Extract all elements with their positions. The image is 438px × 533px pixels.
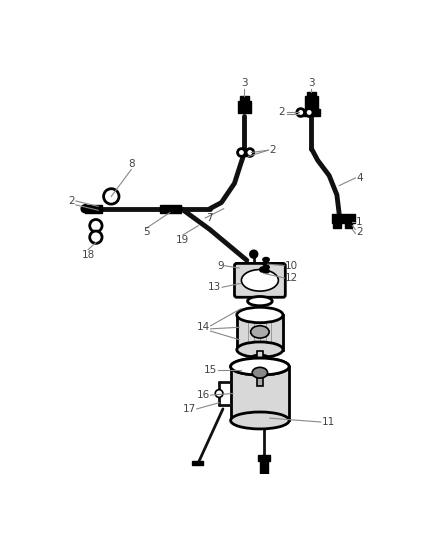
Text: 10: 10 (285, 261, 298, 271)
Bar (332, 214, 355, 223)
Text: 3: 3 (241, 78, 248, 88)
Circle shape (305, 109, 313, 116)
Circle shape (81, 205, 89, 213)
Text: 1: 1 (356, 217, 363, 227)
Ellipse shape (251, 355, 269, 363)
Text: 17: 17 (183, 404, 196, 414)
Circle shape (246, 149, 254, 156)
Bar (85, 205, 102, 213)
Text: 16: 16 (197, 390, 210, 400)
Bar (307, 92, 316, 98)
Ellipse shape (237, 342, 283, 357)
Text: 18: 18 (81, 250, 95, 260)
Ellipse shape (247, 296, 272, 306)
Bar (333, 223, 341, 228)
Ellipse shape (231, 358, 289, 375)
Text: 8: 8 (128, 159, 134, 169)
Text: 2: 2 (279, 107, 285, 117)
Text: 7: 7 (206, 213, 212, 223)
Bar (239, 149, 250, 156)
Ellipse shape (263, 257, 269, 262)
Ellipse shape (241, 270, 279, 291)
Bar (160, 205, 181, 213)
Bar (237, 101, 251, 113)
Ellipse shape (263, 265, 269, 269)
Ellipse shape (263, 262, 269, 265)
Ellipse shape (237, 308, 283, 322)
Text: 11: 11 (321, 417, 335, 427)
Bar (304, 96, 318, 109)
Circle shape (90, 220, 102, 232)
Bar (298, 109, 320, 116)
Circle shape (215, 390, 223, 398)
Text: 2: 2 (356, 227, 363, 237)
Circle shape (237, 149, 245, 156)
Bar (192, 461, 203, 465)
Text: 9: 9 (217, 261, 224, 271)
Text: 4: 4 (356, 173, 363, 183)
Text: 14: 14 (197, 322, 210, 332)
Circle shape (103, 189, 119, 204)
Text: 13: 13 (208, 282, 221, 292)
Text: 12: 12 (285, 273, 299, 283)
Ellipse shape (252, 367, 268, 378)
Circle shape (90, 231, 102, 244)
Text: 15: 15 (204, 366, 218, 375)
Circle shape (260, 267, 265, 272)
Circle shape (297, 109, 304, 116)
Text: 2: 2 (68, 196, 75, 206)
Ellipse shape (263, 269, 269, 273)
Ellipse shape (231, 358, 289, 375)
FancyBboxPatch shape (234, 263, 285, 297)
Bar (345, 223, 352, 228)
Bar (231, 367, 289, 421)
Bar (257, 351, 263, 360)
Bar (260, 461, 268, 474)
Ellipse shape (251, 326, 269, 338)
Text: 2: 2 (269, 145, 276, 155)
Text: 3: 3 (308, 78, 315, 88)
Ellipse shape (231, 412, 289, 429)
Circle shape (250, 251, 258, 258)
Text: 5: 5 (143, 227, 150, 237)
Bar (237, 315, 283, 350)
Bar (240, 96, 249, 102)
Bar (258, 455, 270, 461)
Text: 19: 19 (176, 235, 190, 245)
Bar (257, 370, 263, 386)
